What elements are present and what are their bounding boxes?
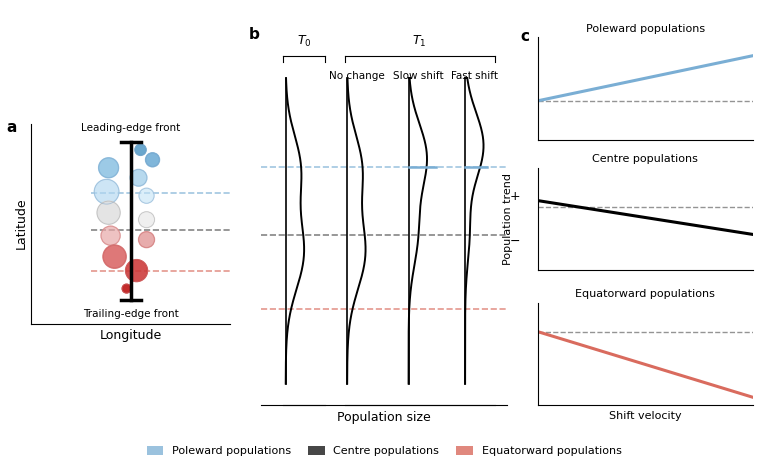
Text: −: − bbox=[510, 235, 521, 248]
Circle shape bbox=[97, 201, 120, 224]
Circle shape bbox=[98, 158, 118, 178]
Circle shape bbox=[94, 179, 119, 204]
Text: $T_0$: $T_0$ bbox=[296, 34, 312, 49]
Circle shape bbox=[135, 144, 146, 155]
Text: +: + bbox=[510, 190, 521, 203]
Y-axis label: Population trend: Population trend bbox=[502, 173, 512, 265]
Circle shape bbox=[125, 260, 147, 281]
Circle shape bbox=[138, 212, 154, 228]
Title: Poleward populations: Poleward populations bbox=[585, 24, 705, 34]
Text: $T_1$: $T_1$ bbox=[412, 34, 427, 49]
Title: Centre populations: Centre populations bbox=[592, 154, 698, 164]
Circle shape bbox=[122, 284, 131, 293]
Text: Leading-edge front: Leading-edge front bbox=[81, 123, 180, 133]
Legend: Poleward populations, Centre populations, Equatorward populations: Poleward populations, Centre populations… bbox=[142, 441, 626, 460]
X-axis label: Shift velocity: Shift velocity bbox=[609, 411, 681, 421]
Title: Equatorward populations: Equatorward populations bbox=[575, 289, 715, 299]
Text: Trailing-edge front: Trailing-edge front bbox=[83, 308, 178, 319]
X-axis label: Population size: Population size bbox=[337, 411, 431, 424]
Text: a: a bbox=[7, 120, 17, 135]
Text: Slow shift: Slow shift bbox=[393, 71, 444, 81]
Text: b: b bbox=[249, 27, 260, 42]
Y-axis label: Latitude: Latitude bbox=[15, 198, 28, 249]
Circle shape bbox=[138, 232, 154, 247]
Circle shape bbox=[145, 153, 160, 167]
Circle shape bbox=[101, 226, 120, 245]
Circle shape bbox=[139, 188, 154, 203]
Text: Fast shift: Fast shift bbox=[452, 71, 498, 81]
Circle shape bbox=[103, 245, 126, 268]
Text: No change: No change bbox=[329, 71, 385, 81]
Text: c: c bbox=[521, 29, 529, 44]
X-axis label: Longitude: Longitude bbox=[99, 329, 162, 342]
Circle shape bbox=[130, 169, 147, 186]
